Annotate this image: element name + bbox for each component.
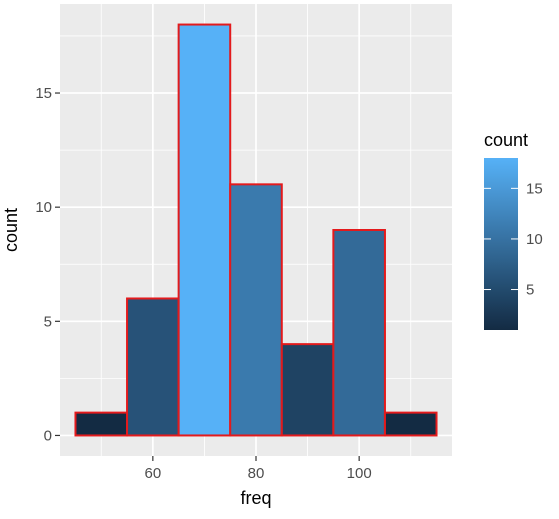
y-tick-label: 10 [35,199,52,216]
histogram-bar [74,411,129,437]
legend-tick-label: 15 [526,180,543,197]
legend-ticks: 5 10 15 [484,180,543,299]
legend-colorbar [484,158,518,330]
histogram-bar [383,411,438,437]
histogram-bar [126,297,180,437]
histogram-bar [332,229,386,437]
histogram-bars [74,23,438,437]
histogram-bar [280,343,335,437]
y-axis-title: count [1,208,21,252]
x-axis-title: freq [240,488,271,508]
legend-tick-label: 10 [526,231,543,248]
legend-title: count [484,130,528,150]
y-tick-label: 0 [44,427,52,444]
x-tick-label: 80 [248,465,265,482]
y-tick-label: 5 [44,313,52,330]
axis-tick-labels: 60 80 100 0 5 10 15 [35,85,371,482]
x-tick-label: 100 [347,465,372,482]
histogram-bar [177,23,232,437]
x-tick-label: 60 [144,465,161,482]
histogram-bar [229,183,283,437]
legend-tick-label: 5 [526,282,534,299]
axis-ticks [55,92,360,461]
fill-legend: count 5 10 15 [484,130,543,330]
y-tick-label: 15 [35,85,52,102]
